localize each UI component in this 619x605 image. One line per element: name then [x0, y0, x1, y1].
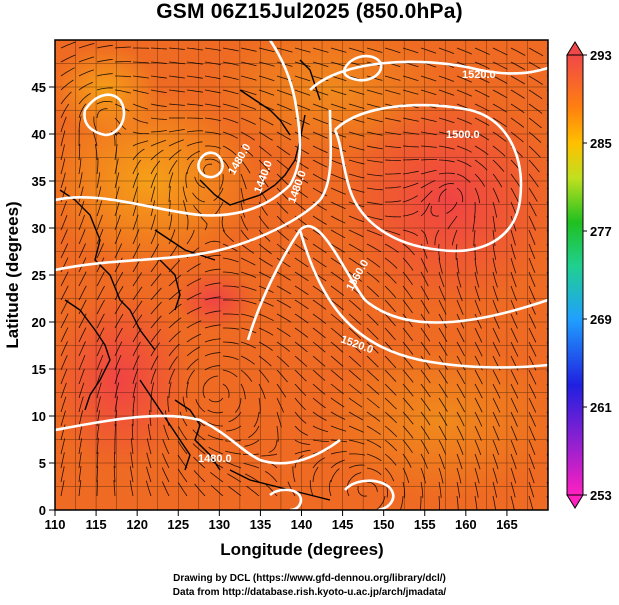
contour-label: 1520.0: [462, 69, 496, 81]
temperature-field: 1520.0 1500.0 1440.0 1480.0 1560.0 1520.…: [55, 40, 548, 510]
y-tick-label: 5: [39, 456, 46, 471]
x-axis: 110 115 120 125 130 135 140 145 150 155 160 165: [45, 510, 518, 532]
colorbar-tick-label: 293: [590, 48, 612, 63]
x-tick-label: 140: [291, 517, 313, 532]
x-axis-label: Longitude (degrees): [220, 540, 383, 559]
y-tick-label: 15: [32, 362, 46, 377]
x-tick-label: 150: [373, 517, 395, 532]
credit-line-1: Drawing by DCL (https://www.gfd-dennou.o…: [173, 573, 446, 584]
colorbar-tick-label: 269: [590, 312, 612, 327]
x-tick-label: 130: [208, 517, 230, 532]
chart-title: GSM 06Z15Jul2025 (850.0hPa): [156, 0, 463, 23]
y-tick-label: 20: [32, 315, 46, 330]
colorbar-scale: [566, 54, 584, 496]
colorbar-tick-label: 277: [590, 224, 612, 239]
x-tick-label: 125: [167, 517, 189, 532]
y-tick-label: 45: [32, 80, 46, 95]
y-tick-label: 35: [32, 174, 46, 189]
x-tick-label: 165: [496, 517, 518, 532]
y-tick-label: 25: [32, 268, 46, 283]
x-tick-label: 135: [250, 517, 272, 532]
y-tick-label: 0: [39, 503, 46, 518]
colorbar-tick-label: 253: [590, 488, 612, 503]
colorbar-tick-label: 261: [590, 400, 612, 415]
colorbar-tick-label: 285: [590, 136, 612, 151]
isolines: [55, 40, 548, 510]
x-tick-label: 145: [332, 517, 354, 532]
x-tick-label: 110: [45, 517, 66, 532]
y-tick-label: 40: [32, 127, 46, 142]
x-tick-label: 115: [86, 517, 107, 532]
x-tick-label: 120: [126, 517, 148, 532]
y-tick-label: 10: [32, 409, 46, 424]
contour-label: 1480.0: [198, 453, 232, 465]
contour-label: 1500.0: [446, 129, 480, 141]
colorbar: 293 285 277 269 261 253: [566, 41, 612, 509]
x-tick-label: 155: [414, 517, 436, 532]
colorbar-bottom-arrow: [566, 494, 584, 509]
credit-line-2: Data from http://database.rish.kyoto-u.a…: [172, 587, 447, 598]
y-axis: 0 5 10 15 20 25 30 35 40 45: [32, 80, 55, 518]
coastlines: [59, 59, 331, 501]
colorbar-top-arrow: [566, 41, 584, 56]
x-tick-label: 160: [455, 517, 477, 532]
y-axis-label: Latitude (degrees): [3, 201, 22, 348]
y-tick-label: 30: [32, 221, 46, 236]
